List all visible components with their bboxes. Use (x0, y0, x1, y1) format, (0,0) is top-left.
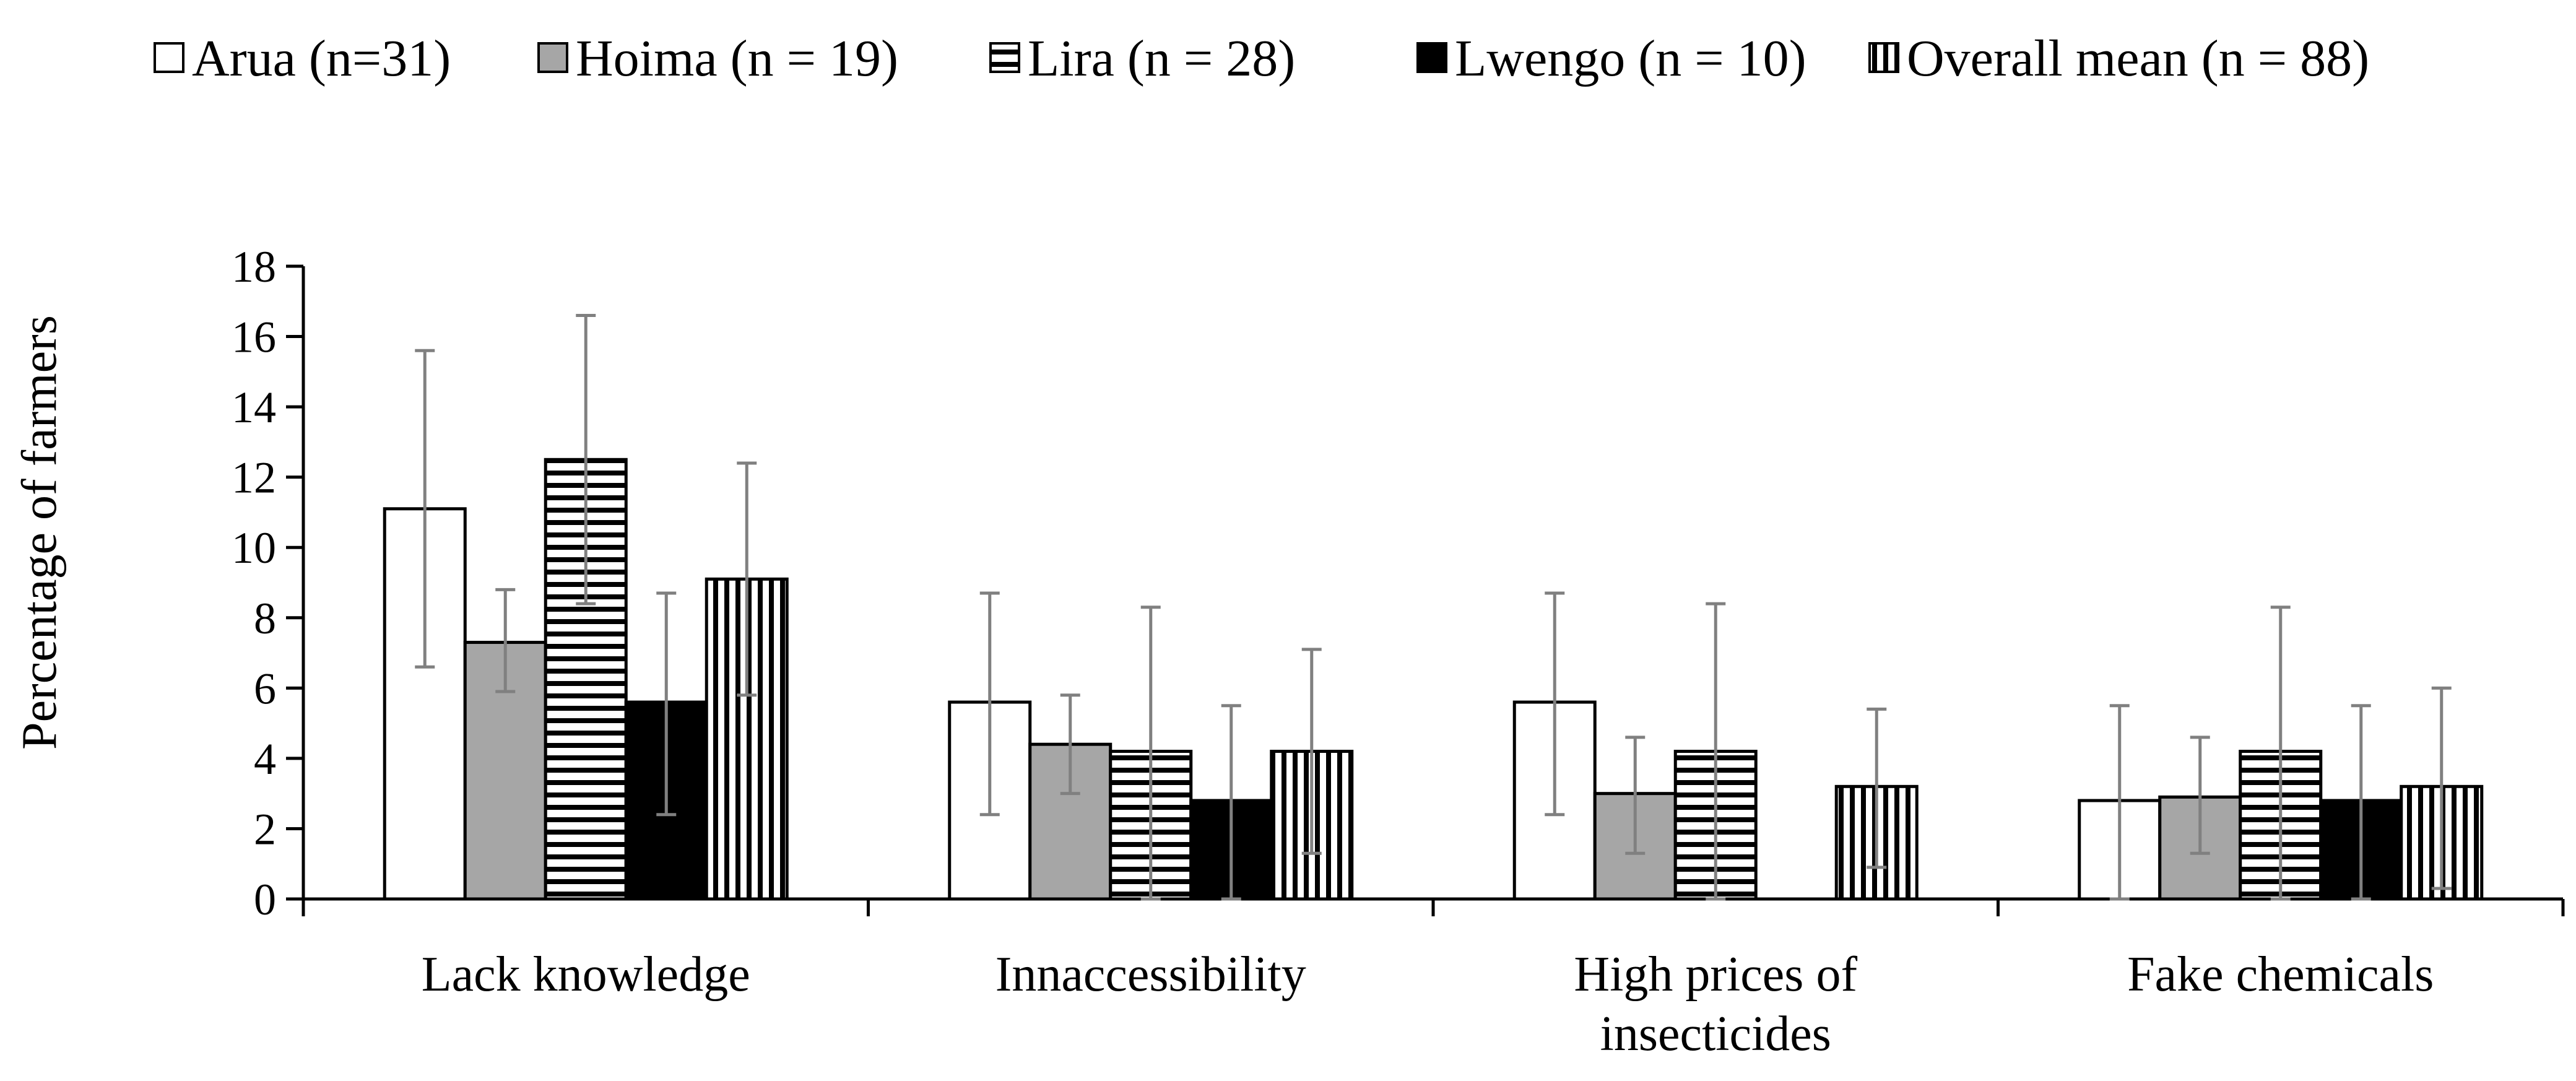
legend-item: Overall mean (n = 88) (1868, 30, 2369, 87)
error-bar (1221, 704, 1241, 901)
error-bar (1301, 648, 1322, 855)
legend-swatch (989, 42, 1020, 73)
error-bar (1867, 707, 1887, 869)
legend-label: Lira (n = 28) (1028, 30, 1295, 87)
x-category-label: Innaccessibility (995, 947, 1306, 1002)
bars (383, 458, 2484, 901)
y-tick-label: 2 (254, 804, 276, 854)
legend-label: Hoima (n = 19) (576, 30, 898, 87)
error-bar (1545, 591, 1565, 817)
y-tick-label: 18 (232, 242, 276, 292)
legend-label: Arua (n=31) (192, 30, 451, 87)
error-bar (1140, 606, 1161, 901)
legend-item: Hoima (n = 19) (537, 30, 898, 87)
y-tick-label: 4 (254, 734, 276, 784)
error-bar (1706, 602, 1726, 901)
y-tick-label: 16 (232, 313, 276, 362)
legend-item: Lwengo (n = 10) (1416, 30, 1806, 87)
error-bar (415, 349, 435, 669)
legend-swatch (154, 42, 184, 73)
error-bars (415, 313, 2452, 901)
y-tick-label: 10 (232, 523, 276, 573)
y-tick-label: 14 (232, 383, 276, 432)
error-bar (1060, 693, 1080, 796)
legend-swatch (1416, 42, 1447, 73)
x-category-label: High prices of (1574, 947, 1857, 1002)
x-category-label: Fake chemicals (2127, 947, 2434, 1002)
y-tick-label: 6 (254, 664, 276, 713)
error-bar (2190, 736, 2210, 855)
error-bar (2109, 704, 2130, 901)
legend-item: Lira (n = 28) (989, 30, 1295, 87)
legend-label: Lwengo (n = 10) (1455, 30, 1806, 87)
error-bar (2270, 606, 2291, 901)
y-tick-label: 8 (254, 594, 276, 643)
error-bar (2351, 704, 2371, 901)
error-bar (979, 591, 1000, 817)
legend-item: Arua (n=31) (154, 30, 451, 87)
error-bar (737, 461, 757, 697)
legend: Arua (n=31) Hoima (n = 19) Lira (n = 28) Lw… (154, 30, 2369, 87)
y-tick-label: 12 (232, 453, 276, 503)
x-category-label: Lack knowledge (422, 947, 750, 1002)
error-bar (656, 591, 677, 817)
y-axis-label: Percentage of farmers (12, 315, 67, 750)
error-bar (1625, 736, 1646, 855)
error-bar (576, 313, 596, 606)
error-bar (2431, 686, 2452, 890)
legend-label: Overall mean (n = 88) (1907, 30, 2369, 87)
legend-swatch (1868, 42, 1899, 73)
y-tick-label: 0 (254, 875, 276, 924)
x-category-label: insecticides (1600, 1007, 1831, 1061)
legend-swatch (537, 42, 568, 73)
error-bar (495, 588, 516, 693)
